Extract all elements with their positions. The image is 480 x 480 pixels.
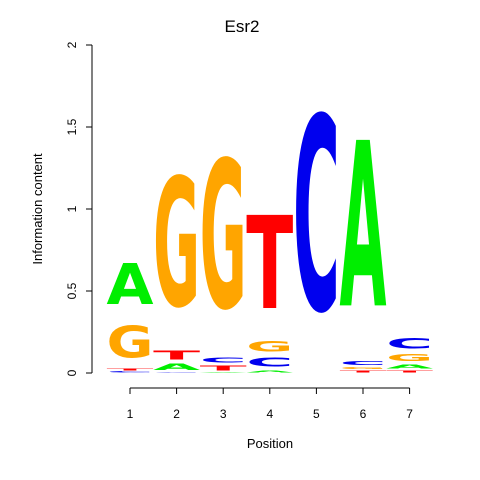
x-tick-label: 7 [406, 407, 413, 421]
logo-letter-C-pos-6: C [340, 360, 387, 367]
x-tick-label: 5 [313, 407, 320, 421]
logo-letter-T-pos-6: T [340, 370, 387, 373]
logo-letter-G-pos-4: G [246, 338, 293, 354]
x-tick-label: 6 [360, 407, 367, 421]
x-tick-label: 1 [127, 407, 134, 421]
y-tick-label: 1.5 [65, 118, 79, 135]
logo-letter-A-pos-1: A [107, 252, 154, 317]
logo-letter-A-pos-4: A [246, 370, 294, 373]
logo-letter-A-pos-3: A [200, 372, 248, 373]
y-tick-label: 1 [65, 205, 79, 212]
logo-letter-A-pos-7: A [386, 363, 434, 370]
x-axis: 1 2 3 4 5 6 7 [127, 387, 413, 421]
logo-letter-T-pos-4: T [246, 191, 293, 339]
x-tick-label: 2 [173, 407, 180, 421]
logo-letter-T-pos-3: T [200, 364, 248, 372]
y-tick-label: 0.5 [65, 282, 79, 299]
chart-title: Esr2 [225, 17, 260, 36]
logo-letter-T-pos-2: T [153, 348, 200, 363]
logo-letter-T-pos-7: T [386, 370, 433, 373]
logo-letter-G-pos-7: G [386, 352, 433, 363]
logo-letter-G-pos-2: G [153, 141, 200, 347]
logo-letter-C-pos-4: C [246, 355, 293, 370]
logo-letter-C-pos-2: C [153, 372, 200, 373]
logo-letter-A-pos-6: A [340, 96, 387, 360]
logo-letter-G-pos-1: G [107, 317, 154, 367]
logo-letter-C-pos-3: C [200, 356, 247, 364]
y-tick-label: 2 [65, 41, 79, 48]
logo-letter-A-pos-2: A [153, 363, 201, 373]
logo-letter-C-pos-5: C [293, 62, 340, 373]
logo-letter-C-pos-1: C [107, 371, 154, 373]
logo-letter-T-pos-1: T [107, 368, 154, 371]
y-axis-label: Information content [30, 153, 45, 265]
logo-letter-G-pos-6: G [340, 366, 387, 369]
x-tick-label: 4 [266, 407, 273, 421]
y-axis: 0 0.5 1 1.5 2 [65, 41, 93, 376]
logo-letter-G-pos-3: G [200, 119, 247, 356]
logo-letter-C-pos-7: C [386, 335, 433, 351]
y-tick-label: 0 [65, 369, 79, 376]
x-tick-label: 3 [220, 407, 227, 421]
x-axis-label: Position [247, 436, 293, 451]
